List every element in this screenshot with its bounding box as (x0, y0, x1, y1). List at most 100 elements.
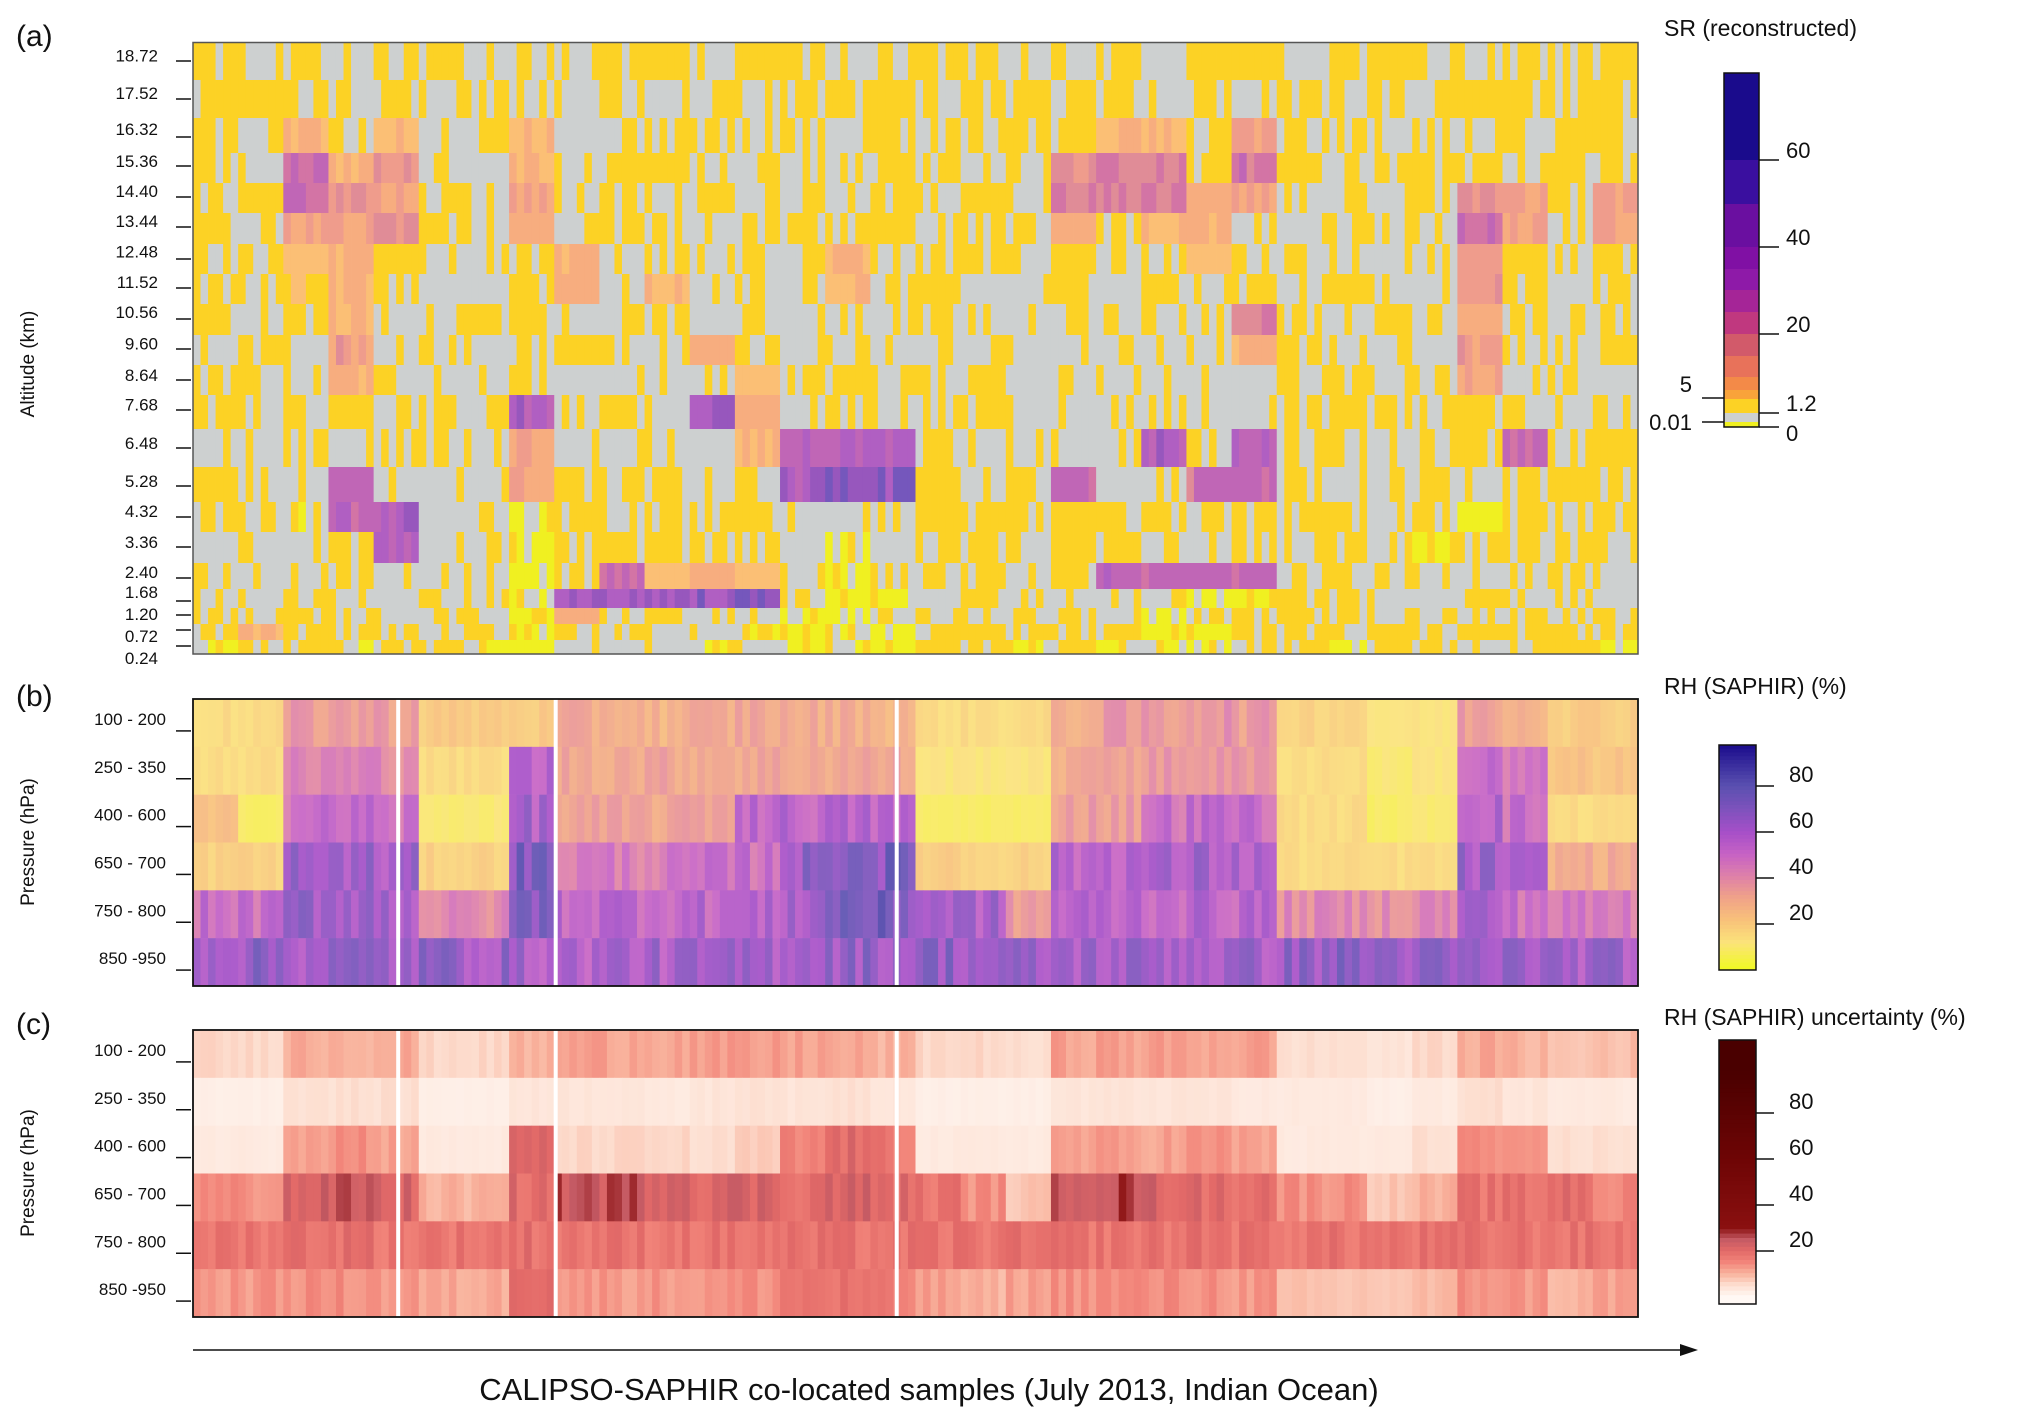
heatmap-cell (335, 244, 344, 274)
heatmap-cell (825, 890, 834, 939)
heatmap-cell (1615, 640, 1624, 654)
heatmap-cell (832, 794, 841, 843)
heatmap-cell (1321, 746, 1330, 795)
heatmap-cell (1269, 589, 1278, 608)
heatmap-cell (1141, 624, 1150, 640)
heatmap-cell (1419, 467, 1428, 502)
heatmap-cell (1577, 183, 1586, 213)
heatmap-cell (366, 365, 375, 395)
heatmap-cell (1314, 842, 1323, 891)
heatmap-cell (509, 153, 518, 183)
heatmap-cell (787, 699, 796, 748)
heatmap-cell (1156, 80, 1165, 118)
heatmap-cell (1532, 842, 1541, 891)
heatmap-cell (832, 563, 841, 589)
heatmap-cell (832, 608, 841, 624)
heatmap-cell (945, 746, 954, 795)
heatmap-cell (1073, 640, 1082, 654)
heatmap-cell (1028, 890, 1037, 939)
heatmap-cell (712, 608, 721, 624)
heatmap-cell (1532, 183, 1541, 213)
heatmap-cell (1096, 842, 1105, 891)
heatmap-cell (1081, 429, 1089, 467)
heatmap-cell (930, 589, 939, 608)
heatmap-cell (441, 42, 450, 80)
heatmap-cell (411, 746, 420, 795)
heatmap-cell (614, 42, 623, 80)
heatmap-cell (847, 699, 856, 748)
heatmap-cell (1592, 365, 1601, 395)
heatmap-cell (734, 532, 743, 563)
heatmap-cell (1585, 429, 1594, 467)
heatmap-cell (1073, 890, 1082, 939)
heatmap-cell (238, 80, 247, 118)
heatmap-cell (938, 80, 947, 118)
heatmap-cell (1397, 589, 1406, 608)
heatmap-cell (719, 429, 728, 467)
heatmap-cell (667, 183, 676, 213)
heatmap-cell (877, 502, 886, 532)
heatmap-cell (1314, 532, 1323, 563)
heatmap-cell (1344, 274, 1353, 304)
heatmap-cell (1397, 842, 1406, 891)
heatmap-cell (1555, 589, 1564, 608)
heatmap-cell (366, 213, 375, 244)
heatmap-cell (1592, 429, 1601, 467)
heatmap-cell (1043, 42, 1052, 80)
heatmap-cell (1397, 640, 1406, 654)
heatmap-cell (1442, 304, 1451, 335)
heatmap-cell (1224, 304, 1232, 335)
heatmap-cell (1081, 244, 1089, 274)
heatmap-cell (1028, 153, 1037, 183)
heatmap-cell (674, 624, 683, 640)
heatmap-cell (614, 624, 623, 640)
heatmap-cell (1261, 274, 1270, 304)
heatmap-cell (1479, 183, 1488, 213)
heatmap-cell (1464, 42, 1473, 80)
heatmap-cell (268, 274, 277, 304)
heatmap-cell (1284, 502, 1293, 532)
heatmap-cell (637, 624, 645, 640)
heatmap-cell (1540, 304, 1549, 335)
heatmap-cell (238, 365, 247, 395)
heatmap-cell (1607, 80, 1616, 118)
heatmap-cell (1148, 563, 1157, 589)
heatmap-cell (1306, 153, 1315, 183)
heatmap-cell (614, 589, 623, 608)
heatmap-cell (1148, 746, 1157, 795)
heatmap-cell (494, 608, 502, 624)
heatmap-cell (1412, 429, 1421, 467)
heatmap-cell (1352, 842, 1360, 891)
heatmap-cell (539, 213, 548, 244)
heatmap-cell (283, 842, 292, 891)
heatmap-cell (1201, 563, 1210, 589)
heatmap-cell (320, 467, 329, 502)
heatmap-cell (223, 624, 232, 640)
heatmap-cell (1449, 183, 1458, 213)
heatmap-cell (1163, 153, 1172, 183)
heatmap-cell (1111, 890, 1120, 939)
heatmap-cell (381, 42, 390, 80)
heatmap-cell (1389, 183, 1398, 213)
heatmap-cell (591, 274, 600, 304)
heatmap-cell (328, 608, 337, 624)
heatmap-cell (1412, 395, 1421, 429)
heatmap-cell (561, 429, 570, 467)
heatmap-cell (1321, 183, 1330, 213)
heatmap-cell (381, 304, 390, 335)
heatmap-cell (238, 153, 247, 183)
heatmap-cell (614, 335, 623, 365)
heatmap-cell (1111, 502, 1120, 532)
heatmap-cell (900, 365, 909, 395)
heatmap-cell (734, 467, 743, 502)
heatmap-cell (983, 532, 992, 563)
heatmap-cell (1066, 80, 1074, 118)
heatmap-cell (1479, 624, 1488, 640)
heatmap-cell (1261, 42, 1270, 80)
heatmap-cell (1592, 244, 1601, 274)
heatmap-cell (516, 467, 525, 502)
heatmap-cell (1615, 532, 1624, 563)
heatmap-cell (1502, 183, 1511, 213)
heatmap-cell (381, 532, 390, 563)
heatmap-cell (780, 183, 788, 213)
